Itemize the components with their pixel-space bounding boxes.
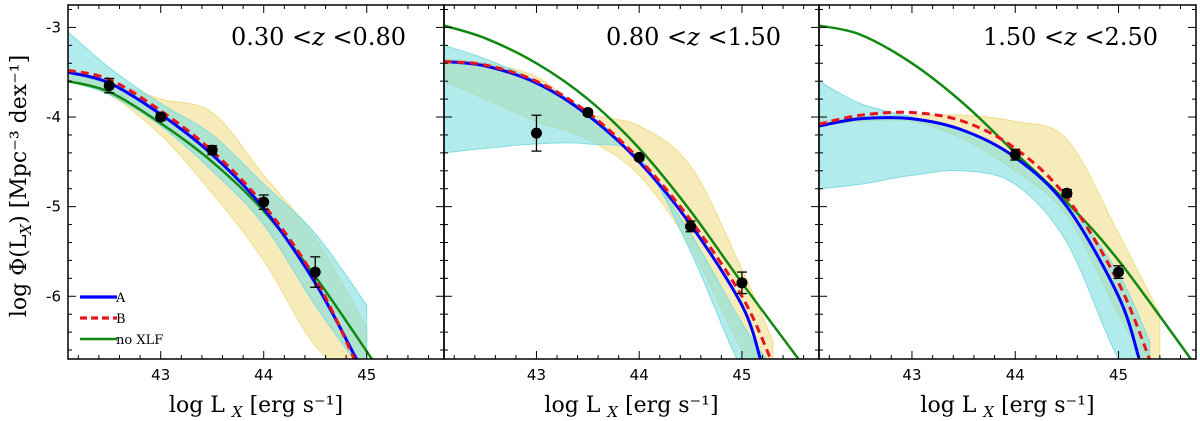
model-a-line <box>444 60 762 359</box>
model-a-line <box>819 116 1141 359</box>
data-point <box>633 151 645 163</box>
data-point <box>309 256 321 288</box>
data-marker <box>736 277 748 289</box>
data-point <box>736 271 748 295</box>
x-axis-label-units: [erg s⁻¹] <box>994 393 1095 418</box>
legend-label-1: A <box>115 291 126 306</box>
panel-plot-area <box>819 24 1192 359</box>
x-tick-label: 43 <box>151 366 170 384</box>
x-axis-label-units: [erg s⁻¹] <box>243 393 344 418</box>
legend-label-3: no XLF <box>116 333 163 348</box>
y-axis-label: log Φ(LX) [Mpc⁻³ dex⁻¹] <box>7 55 35 317</box>
panel-title-part: 0.30 < <box>231 23 312 51</box>
x-tick-label: 43 <box>902 366 921 384</box>
x-tick-label: 44 <box>1006 366 1025 384</box>
data-marker <box>155 111 167 123</box>
no-xlf-line <box>819 24 1192 359</box>
y-tick-label: -3 <box>46 18 61 36</box>
y-tick-label: -4 <box>46 108 61 126</box>
data-point <box>1113 265 1125 279</box>
data-marker <box>1113 266 1125 278</box>
data-marker <box>258 196 270 208</box>
x-axis-label: log L X [erg s⁻¹] <box>169 393 343 421</box>
data-point <box>582 107 594 119</box>
legend-label-2: B <box>116 312 126 327</box>
data-point <box>1009 148 1021 161</box>
panel-title: 0.30 <z <0.80 <box>231 23 406 51</box>
x-tick-label: 44 <box>630 366 649 384</box>
panel-frame <box>443 4 820 360</box>
data-point <box>155 111 167 123</box>
y-tick-label: -6 <box>46 287 61 305</box>
data-marker <box>206 144 218 156</box>
x-axis-label-subscript: X <box>982 403 995 421</box>
data-marker <box>1061 187 1073 199</box>
data-marker <box>582 107 594 119</box>
confidence-band-cyan <box>444 44 767 359</box>
x-axis-label-subscript: X <box>606 403 619 421</box>
data-marker <box>309 266 321 278</box>
x-tick-label: 45 <box>1109 366 1128 384</box>
x-axis-label: log L X [erg s⁻¹] <box>920 393 1094 421</box>
model-b-line <box>444 60 773 359</box>
data-marker <box>685 220 697 232</box>
data-point <box>1061 187 1073 199</box>
data-point <box>103 77 115 94</box>
panel-title-part: z <box>686 23 700 51</box>
panel-title: 0.80 <z <1.50 <box>606 23 781 51</box>
confidence-band-yellow <box>68 71 368 359</box>
data-marker <box>1009 149 1021 161</box>
panel-frame <box>818 4 1197 360</box>
x-tick-label: 43 <box>527 366 546 384</box>
data-point <box>530 114 542 152</box>
panel-3: 43 44 45 1.50 <z <2.50 <box>818 4 1197 384</box>
x-tick-label: 44 <box>254 366 273 384</box>
panel-title-part: z <box>1063 23 1077 51</box>
data-point <box>258 194 270 210</box>
x-axis-label: log L X [erg s⁻¹] <box>544 393 718 421</box>
x-axis-label-units: [erg s⁻¹] <box>618 393 719 418</box>
x-axis-label-text: log L <box>544 393 607 418</box>
data-marker <box>530 127 542 139</box>
x-axis-label-text: log L <box>920 393 983 418</box>
confidence-band-cyan <box>68 31 368 359</box>
data-marker <box>633 151 645 163</box>
panel-title-part: <2.50 <box>1077 23 1158 51</box>
panel-plot-area <box>444 24 800 359</box>
panel-title-part: z <box>311 23 325 51</box>
x-tick-label: 45 <box>357 366 376 384</box>
x-axis-label-text: log L <box>169 393 232 418</box>
panel-title-part: <1.50 <box>700 23 781 51</box>
panel-title-part: <0.80 <box>325 23 406 51</box>
data-marker <box>103 80 115 92</box>
y-tick-label: -5 <box>46 198 61 216</box>
x-tick-label: 45 <box>732 366 751 384</box>
data-point <box>685 220 697 233</box>
data-point <box>206 144 218 156</box>
x-axis-label-subscript: X <box>231 403 244 421</box>
x-axis-labels: log L X [erg s⁻¹] log L X [erg s⁻¹] log L … <box>169 393 1095 421</box>
panel-title: 1.50 <z <2.50 <box>983 23 1158 51</box>
panel-2: 43 44 45 0.80 <z <1.50 <box>443 4 820 384</box>
panel-title-part: 0.80 < <box>606 23 687 51</box>
panel-title-part: 1.50 < <box>983 23 1064 51</box>
